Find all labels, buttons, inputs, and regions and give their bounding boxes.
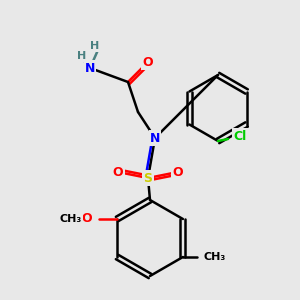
Text: CH₃: CH₃ xyxy=(60,214,82,224)
Text: O: O xyxy=(143,56,153,68)
Text: H: H xyxy=(77,51,87,61)
Text: O: O xyxy=(173,166,183,178)
Text: O: O xyxy=(113,166,123,178)
Text: O: O xyxy=(82,212,92,226)
Text: Cl: Cl xyxy=(233,130,247,142)
Text: S: S xyxy=(143,172,152,184)
Text: H: H xyxy=(90,41,100,51)
Text: CH₃: CH₃ xyxy=(204,252,226,262)
Text: N: N xyxy=(150,131,160,145)
Text: N: N xyxy=(85,61,95,74)
